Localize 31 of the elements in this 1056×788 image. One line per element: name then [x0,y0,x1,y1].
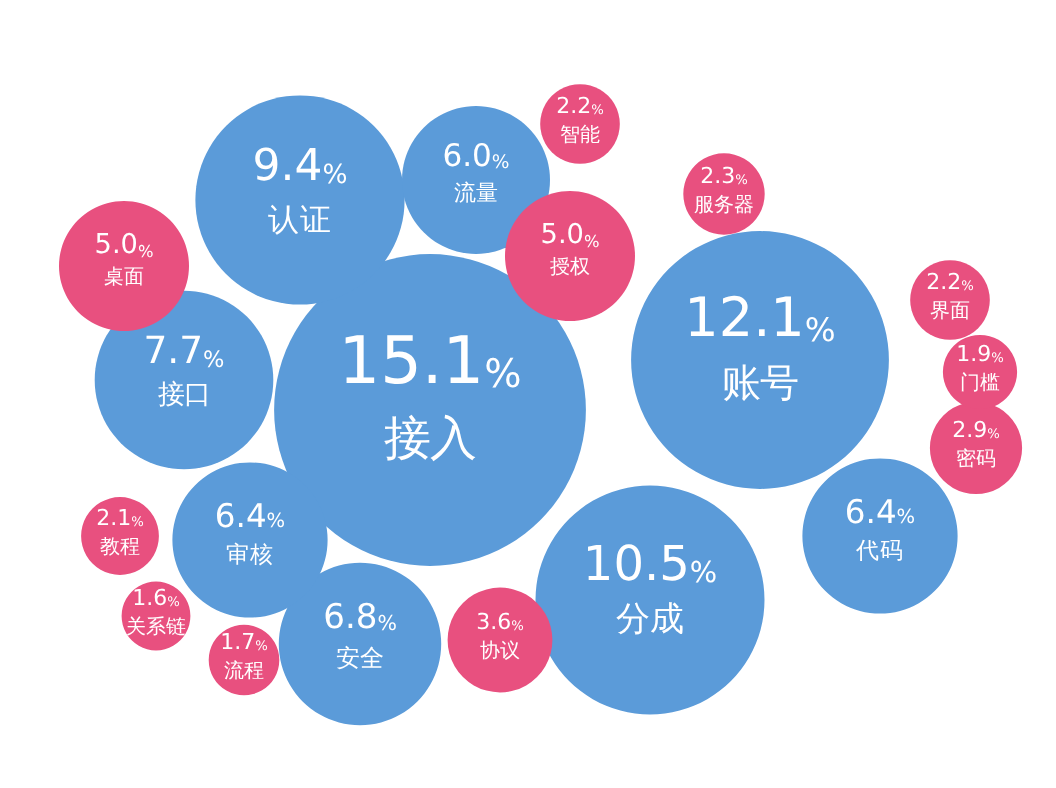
category-label: 分成 [616,600,684,641]
category-label: 教程 [100,537,140,559]
data-label: 10.5% [582,535,718,592]
data-label: 15.1% [338,322,522,399]
category-label: 账号 [722,359,798,406]
category-label: 桌面 [104,265,144,289]
category-label: 服务器 [694,193,754,217]
category-label: 门槛 [960,371,1000,395]
category-label: 接口 [158,380,210,411]
data-label: 12.1% [684,288,836,351]
category-label: 流量 [454,180,498,207]
category-label: 关系链 [126,615,186,639]
data-label: 9.4% [252,142,348,193]
data-label: 5.0% [94,229,154,261]
category-label: 安全 [336,644,384,673]
data-label: 5.0% [540,219,600,251]
category-label: 协议 [480,639,520,663]
category-label: 认证 [268,200,332,239]
category-label: 流程 [224,659,264,683]
category-label: 审核 [226,540,274,569]
category-label: 密码 [956,447,996,471]
data-label: 7.7% [143,330,226,373]
category-label: 界面 [930,301,970,323]
data-label: 6.0% [442,138,510,175]
category-label: 接入 [384,409,476,466]
category-label: 授权 [550,255,590,279]
data-label: 6.4% [844,492,916,531]
category-label: 智能 [560,123,600,147]
data-label: 6.8% [323,598,398,639]
data-label: 6.4% [214,496,286,535]
category-label: 代码 [854,536,904,565]
